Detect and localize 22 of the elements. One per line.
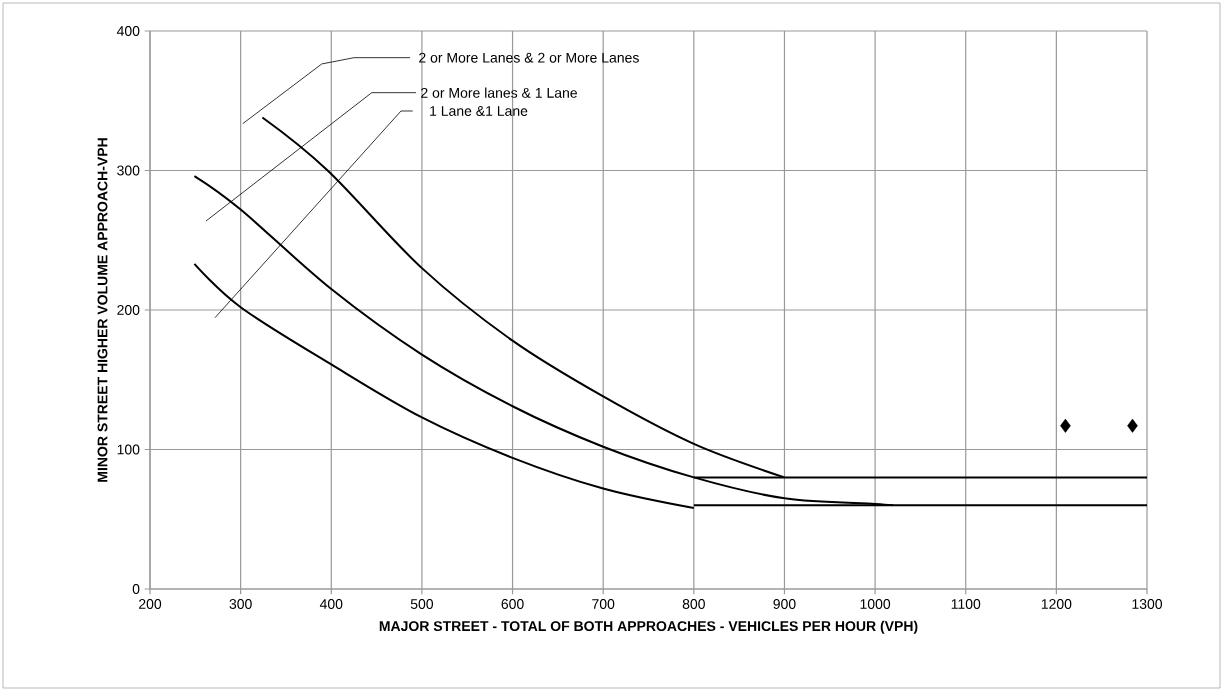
x-tick-label: 500 bbox=[410, 599, 434, 609]
x-tick-label: 700 bbox=[592, 599, 615, 609]
x-tick-label: 600 bbox=[501, 599, 524, 609]
y-axis-title: MINOR STREET HIGHER VOLUME APPROACH-VPH bbox=[97, 138, 108, 482]
y-tick-label: 400 bbox=[116, 26, 140, 36]
annotation: 2 or More lanes & 1 Lane bbox=[421, 87, 577, 98]
y-tick-label: 200 bbox=[117, 305, 140, 315]
x-tick-label: 400 bbox=[319, 599, 343, 609]
x-axis-title: MAJOR STREET - TOTAL OF BOTH APPROACHES - VEHICLES PER HOUR (VPH) bbox=[379, 620, 918, 634]
x-tick-label: 300 bbox=[229, 599, 252, 609]
y-tick-label: 300 bbox=[117, 165, 140, 176]
y-tick-label: 0 bbox=[132, 584, 140, 594]
x-tick-label: 200 bbox=[139, 599, 162, 609]
annotation: 2 or More Lanes & 2 or More Lanes bbox=[419, 52, 639, 63]
annotation: 1 Lane &1 Lane bbox=[430, 106, 528, 116]
x-tick-label: 1100 bbox=[951, 599, 981, 609]
x-tick-label: 800 bbox=[682, 599, 705, 609]
x-tick-label: 1200 bbox=[1041, 599, 1072, 609]
y-tick-label: 100 bbox=[117, 444, 140, 455]
x-tick-label: 1000 bbox=[860, 599, 891, 609]
x-tick-label: 1300 bbox=[1132, 599, 1163, 609]
x-tick-label: 900 bbox=[773, 599, 796, 609]
